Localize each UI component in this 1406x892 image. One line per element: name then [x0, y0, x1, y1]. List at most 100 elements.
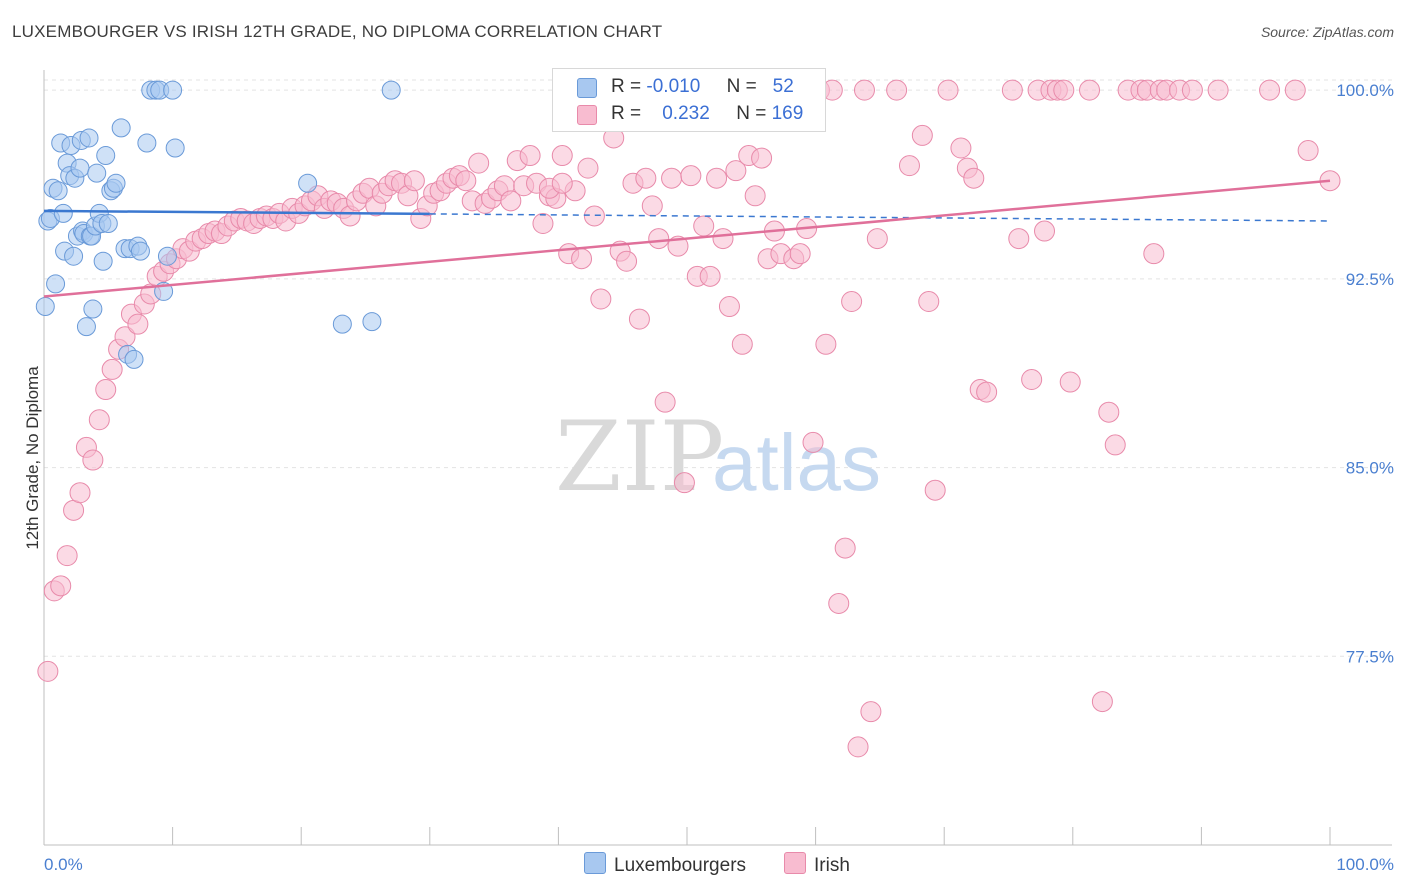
y-tick-label: 85.0%: [1346, 459, 1394, 478]
irish-point: [911, 124, 933, 146]
irish-point: [866, 228, 888, 250]
irish-point: [976, 381, 998, 403]
irish-point: [455, 170, 477, 192]
luxembourger-point: [76, 317, 96, 337]
irish-point: [963, 167, 985, 189]
irish-point: [828, 592, 850, 614]
irish-point: [468, 152, 490, 174]
irish-point: [1181, 79, 1203, 101]
irish-point: [1001, 79, 1023, 101]
x-tick-label-max: 100.0%: [1336, 855, 1394, 874]
irish-point: [635, 167, 657, 189]
luxembourger-point: [70, 158, 90, 178]
luxembourger-point: [64, 246, 84, 266]
irish-trend-line: [43, 179, 1331, 298]
irish-point: [69, 482, 91, 504]
axes: [43, 70, 1392, 846]
luxembourger-point: [35, 297, 55, 317]
irish-point: [101, 358, 123, 380]
irish-point: [699, 265, 721, 287]
irish-point: [680, 165, 702, 187]
bottom-legend-luxembourgers: Luxembourgers: [584, 852, 746, 877]
luxembourger-points: [35, 80, 401, 369]
x-tick-label-min: 0.0%: [44, 855, 83, 874]
luxembourger-point: [165, 138, 185, 158]
irish-point: [834, 537, 856, 559]
irish-point: [886, 79, 908, 101]
legend-r-value: 0.232: [662, 103, 710, 124]
irish-point: [1091, 691, 1113, 713]
irish-point: [744, 185, 766, 207]
irish-point: [500, 190, 522, 212]
chart-title: LUXEMBOURGER VS IRISH 12TH GRADE, NO DIP…: [12, 22, 663, 41]
irish-point: [693, 215, 715, 237]
luxembourger-point: [48, 181, 68, 201]
luxembourger-point: [157, 246, 177, 266]
irish-point: [95, 379, 117, 401]
bottom-legend-swatch-irish: [784, 852, 806, 874]
irish-point: [88, 409, 110, 431]
luxembourger-point: [98, 213, 118, 233]
bottom-legend-swatch-luxembourgers: [584, 852, 606, 874]
irish-point: [628, 308, 650, 330]
irish-point: [712, 228, 734, 250]
irish-point: [1008, 228, 1030, 250]
luxembourger-point: [111, 118, 131, 138]
trend-lines: [43, 179, 1331, 298]
y-tick-label: 100.0%: [1336, 81, 1394, 100]
legend-n-value: 52: [772, 76, 794, 97]
irish-point: [802, 431, 824, 453]
irish-point: [1034, 220, 1056, 242]
luxembourger-point: [93, 251, 113, 271]
irish-points: [37, 79, 1341, 758]
legend-n-value: 169: [771, 103, 804, 124]
irish-point: [532, 212, 554, 234]
luxembourger-point: [298, 173, 318, 193]
legend-r-label: R =: [611, 76, 642, 97]
irish-point: [1104, 434, 1126, 456]
bottom-legend-irish: Irish: [784, 852, 850, 877]
irish-point: [1079, 79, 1101, 101]
irish-point: [1143, 243, 1165, 265]
irish-point: [519, 145, 541, 167]
watermark-zip: ZIP: [555, 401, 724, 513]
irish-point: [725, 160, 747, 182]
irish-point: [1053, 79, 1075, 101]
irish-point: [789, 243, 811, 265]
irish-point: [1098, 401, 1120, 423]
irish-point: [950, 137, 972, 159]
irish-point: [82, 449, 104, 471]
bottom-legend-label-irish: Irish: [814, 855, 850, 876]
irish-point: [706, 167, 728, 189]
luxembourger-point: [46, 274, 66, 294]
luxembourger-point: [106, 173, 126, 193]
legend-n-label: N =: [726, 76, 757, 97]
irish-point: [127, 313, 149, 335]
irish-point: [551, 172, 573, 194]
irish-point: [577, 157, 599, 179]
irish-point: [648, 228, 670, 250]
irish-point: [731, 333, 753, 355]
irish-point: [56, 545, 78, 567]
luxembourger-trend-line: [43, 209, 430, 216]
grid-lines: [44, 79, 1392, 657]
luxembourger-point: [362, 312, 382, 332]
irish-point: [847, 736, 869, 758]
irish-point: [661, 167, 683, 189]
luxembourger-point: [79, 128, 99, 148]
irish-point: [616, 250, 638, 272]
irish-point: [551, 145, 573, 167]
legend-r-label: R =: [611, 103, 642, 124]
watermark: ZIP atlas: [555, 401, 881, 513]
tick-labels: 100.0% 92.5% 85.0% 77.5% 0.0% 100.0%: [44, 81, 1394, 874]
watermark-atlas: atlas: [712, 418, 881, 507]
irish-point: [641, 195, 663, 217]
irish-point: [937, 79, 959, 101]
irish-point: [654, 391, 676, 413]
irish-point: [1207, 79, 1229, 101]
irish-point: [841, 290, 863, 312]
irish-point: [590, 288, 612, 310]
y-axis-label: 12th Grade, No Diploma: [23, 366, 42, 550]
y-tick-label: 92.5%: [1346, 270, 1394, 289]
irish-point: [815, 333, 837, 355]
